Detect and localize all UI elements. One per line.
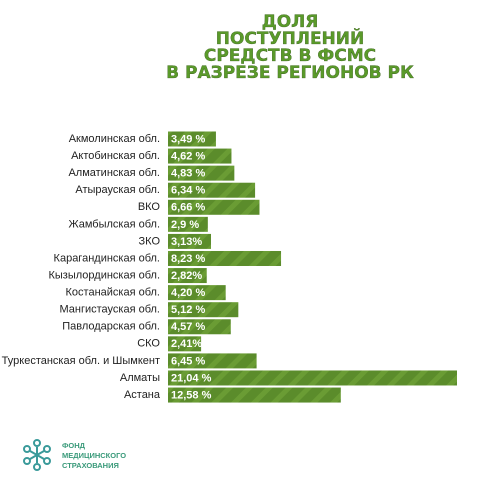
bar	[168, 370, 457, 386]
value-label: 6,45 %	[171, 355, 205, 367]
logo-text: СТРАХОВАНИЯ	[62, 461, 119, 470]
bar	[168, 131, 216, 147]
bar	[168, 182, 256, 198]
chart-title: В РАЗРЕЗЕ РЕГИОНОВ РК	[166, 63, 414, 83]
category-label: Акмолинская обл.	[69, 133, 160, 145]
category-label: ЗКО	[139, 235, 161, 247]
bar	[168, 199, 260, 215]
bar	[168, 148, 232, 164]
category-label: Алматы	[120, 372, 160, 384]
value-label: 2,9 %	[171, 219, 199, 231]
logo-text: ФОНД	[62, 441, 86, 450]
value-label: 4,62 %	[171, 150, 205, 162]
category-label: Жамбылская обл.	[68, 218, 160, 230]
bar	[168, 233, 211, 249]
category-label: Туркестанская обл. и Шымкент	[2, 355, 160, 367]
category-label: Карагандинская обл.	[54, 252, 160, 264]
bar	[168, 387, 341, 403]
value-label: 4,20 %	[171, 287, 205, 299]
value-label: 8,23 %	[171, 253, 205, 265]
value-label: 21,04 %	[171, 372, 212, 384]
category-label: Павлодарская обл.	[62, 321, 160, 333]
value-label: 6,34 %	[171, 185, 205, 197]
chart-title: ПОСТУПЛЕНИЙ	[216, 27, 365, 49]
category-label: Астана	[124, 389, 161, 401]
bar	[168, 268, 207, 284]
chart-title: СРЕДСТВ В ФСМС	[204, 46, 376, 66]
bar	[168, 285, 226, 301]
logo-icon	[23, 439, 51, 471]
value-label: 3,13%	[171, 236, 202, 248]
value-label: 4,83 %	[171, 168, 205, 180]
category-label: Мангистауская обл.	[59, 304, 160, 316]
bar	[168, 336, 202, 352]
bar	[168, 302, 239, 318]
category-label: Атырауская обл.	[75, 184, 160, 196]
value-label: 6,66 %	[171, 202, 205, 214]
chart-title: ДОЛЯ	[262, 12, 319, 32]
bar	[168, 353, 257, 369]
category-label: Костанайская обл.	[66, 287, 160, 299]
value-label: 2,41%	[171, 338, 202, 350]
value-label: 4,57 %	[171, 321, 205, 333]
value-label: 2,82%	[171, 270, 202, 282]
value-label: 5,12 %	[171, 304, 205, 316]
bar	[168, 319, 231, 335]
bar	[168, 216, 208, 232]
bar	[168, 165, 235, 181]
category-label: Актобинская обл.	[71, 150, 160, 162]
category-label: ВКО	[138, 201, 161, 213]
bar	[168, 250, 282, 266]
logo-text: МЕДИЦИНСКОГО	[62, 451, 126, 460]
value-label: 12,58 %	[171, 389, 212, 401]
value-label: 3,49 %	[171, 133, 205, 145]
category-label: СКО	[137, 338, 160, 350]
category-label: Алматинская обл.	[68, 167, 160, 179]
category-label: Кызылординская обл.	[48, 269, 160, 281]
